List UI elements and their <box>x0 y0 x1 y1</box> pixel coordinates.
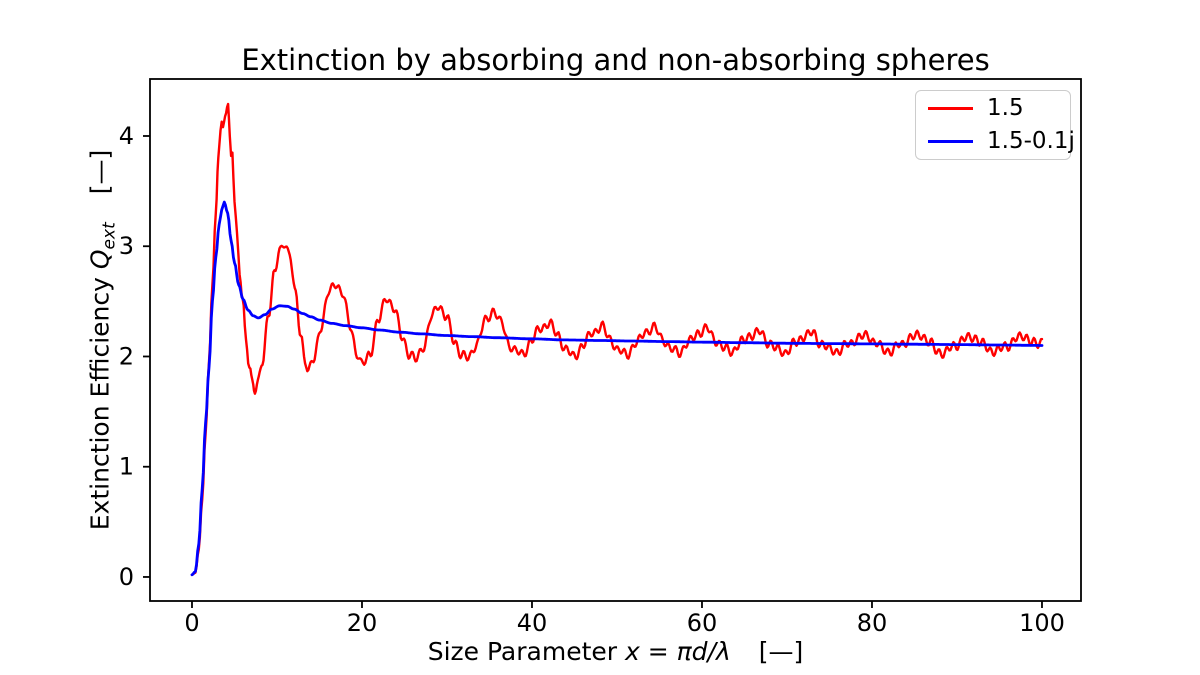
x-tick-label: 20 <box>347 609 378 637</box>
x-tick-label: 60 <box>687 609 718 637</box>
y-axis-label-text: Extinction Efficiency <box>85 269 115 531</box>
x-tick-label: 0 <box>184 609 199 637</box>
y-axis-label-symbol: Q <box>85 249 115 270</box>
y-tick-label: 2 <box>119 342 134 370</box>
x-tick-label: 100 <box>1019 609 1065 637</box>
x-axis-label: Size Parameter x = πd/λ [—] <box>150 639 1081 664</box>
chart-title: Extinction by absorbing and non-absorbin… <box>241 43 990 77</box>
legend-item-non-absorbing: 1.5 <box>928 95 1058 122</box>
y-axis-label-subscript: ext <box>99 222 120 250</box>
y-tick-label: 1 <box>119 453 134 481</box>
plot-border <box>149 78 1082 602</box>
legend: 1.5 1.5-0.1j <box>915 90 1075 160</box>
x-tick-label: 40 <box>517 609 548 637</box>
y-tick-label: 0 <box>119 563 134 591</box>
legend-label: 1.5 <box>987 95 1024 122</box>
y-axis-label: Extinction Efficiency Qext [—] <box>85 149 120 531</box>
y-tick-label: 4 <box>119 122 134 150</box>
series-line-1 <box>190 200 1044 577</box>
blue-line-swatch <box>928 139 973 143</box>
y-tick-label: 3 <box>119 232 134 260</box>
y-axis-label-unit: [—] <box>85 149 115 195</box>
series-line-0 <box>190 102 1044 576</box>
red-line-swatch <box>928 107 973 111</box>
x-axis-label-math: x = πd/λ <box>624 637 731 666</box>
x-tick-label: 80 <box>857 609 888 637</box>
legend-label: 1.5-0.1j <box>987 127 1075 154</box>
x-axis-label-text: Size Parameter <box>427 637 625 666</box>
legend-item-absorbing: 1.5-0.1j <box>928 128 1075 154</box>
x-axis-label-unit: [—] <box>758 637 804 666</box>
